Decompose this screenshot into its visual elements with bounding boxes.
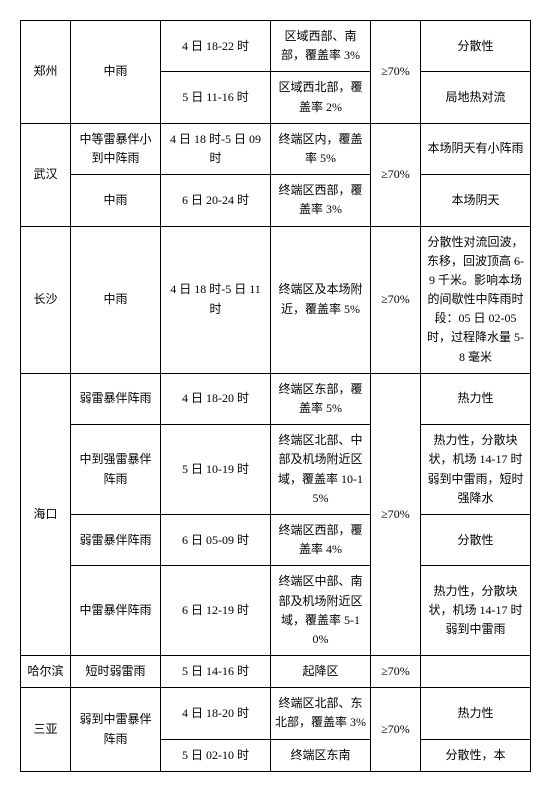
cell-c6: 热力性，分散块状，机场 14-17 时弱到中雷雨，短时强降水 (421, 425, 531, 515)
cell-c3: 4 日 18-20 时 (161, 373, 271, 424)
cell-c2: 中到强雷暴伴阵雨 (71, 425, 161, 515)
cell-c4: 区域西部、南部，覆盖率 3% (271, 21, 371, 72)
table-row: 武汉中等雷暴伴小到中阵雨4 日 18 时-5 日 09 时终端区内，覆盖率 5%… (21, 123, 531, 174)
cell-c5: ≥70% (371, 123, 421, 226)
cell-c5: ≥70% (371, 226, 421, 373)
cell-c6: 热力性 (421, 373, 531, 424)
cell-c4: 终端区内，覆盖率 5% (271, 123, 371, 174)
cell-c6: 局地热对流 (421, 72, 531, 123)
cell-c5: ≥70% (371, 21, 421, 124)
cell-c1: 长沙 (21, 226, 71, 373)
cell-c6: 分散性，本 (421, 739, 531, 771)
cell-c4: 终端区西部，覆盖率 4% (271, 514, 371, 565)
cell-c6: 热力性，分散块状，机场 14-17 时弱到中雷雨 (421, 566, 531, 656)
cell-c4: 终端区中部、南部及机场附近区域，覆盖率 5-10% (271, 566, 371, 656)
table-row: 郑州中雨4 日 18-22 时区域西部、南部，覆盖率 3%≥70%分散性 (21, 21, 531, 72)
cell-c2: 中雨 (71, 226, 161, 373)
table-row: 长沙中雨4 日 18 时-5 日 11 时终端区及本场附近，覆盖率 5%≥70%… (21, 226, 531, 373)
cell-c6 (421, 656, 531, 688)
cell-c4: 终端区北部、东北部，覆盖率 3% (271, 688, 371, 739)
cell-c6: 本场阴天 (421, 175, 531, 226)
table-row: 海口弱雷暴伴阵雨4 日 18-20 时终端区东部，覆盖率 5%≥70%热力性 (21, 373, 531, 424)
table-row: 哈尔滨短时弱雷雨5 日 14-16 时起降区≥70% (21, 656, 531, 688)
cell-c5: ≥70% (371, 656, 421, 688)
cell-c3: 5 日 11-16 时 (161, 72, 271, 123)
cell-c2: 弱到中雷暴伴阵雨 (71, 688, 161, 772)
cell-c3: 5 日 14-16 时 (161, 656, 271, 688)
cell-c1: 三亚 (21, 688, 71, 772)
cell-c3: 4 日 18 时-5 日 09 时 (161, 123, 271, 174)
cell-c3: 4 日 18-20 时 (161, 688, 271, 739)
cell-c3: 6 日 12-19 时 (161, 566, 271, 656)
cell-c3: 6 日 05-09 时 (161, 514, 271, 565)
cell-c2: 弱雷暴伴阵雨 (71, 373, 161, 424)
cell-c6: 分散性对流回波，东移，回波顶高 6-9 千米。影响本场的间歇性中阵雨时段：05 … (421, 226, 531, 373)
cell-c6: 分散性 (421, 514, 531, 565)
cell-c3: 5 日 02-10 时 (161, 739, 271, 771)
table-row: 弱雷暴伴阵雨6 日 05-09 时终端区西部，覆盖率 4% 分散性 (21, 514, 531, 565)
cell-c4: 终端区东南 (271, 739, 371, 771)
cell-c4: 终端区及本场附近，覆盖率 5% (271, 226, 371, 373)
cell-c6: 分散性 (421, 21, 531, 72)
cell-c5: ≥70% (371, 373, 421, 655)
cell-c6: 本场阴天有小阵雨 (421, 123, 531, 174)
cell-c4: 终端区北部、中部及机场附近区域，覆盖率 10-15% (271, 425, 371, 515)
cell-c3: 4 日 18 时-5 日 11 时 (161, 226, 271, 373)
cell-c2: 中雷暴伴阵雨 (71, 566, 161, 656)
cell-c4: 起降区 (271, 656, 371, 688)
cell-c2: 中等雷暴伴小到中阵雨 (71, 123, 161, 174)
cell-c1: 哈尔滨 (21, 656, 71, 688)
cell-c6: 热力性 (421, 688, 531, 739)
cell-c1: 郑州 (21, 21, 71, 124)
table-row: 中到强雷暴伴阵雨5 日 10-19 时终端区北部、中部及机场附近区域，覆盖率 1… (21, 425, 531, 515)
weather-forecast-table: 郑州中雨4 日 18-22 时区域西部、南部，覆盖率 3%≥70%分散性5 日 … (20, 20, 531, 772)
cell-c4: 终端区东部，覆盖率 5% (271, 373, 371, 424)
cell-c3: 4 日 18-22 时 (161, 21, 271, 72)
table-row: 中雨6 日 20-24 时终端区西部，覆盖率 3% 本场阴天 (21, 175, 531, 226)
cell-c2: 中雨 (71, 175, 161, 226)
cell-c3: 6 日 20-24 时 (161, 175, 271, 226)
cell-c2: 弱雷暴伴阵雨 (71, 514, 161, 565)
cell-c4: 终端区西部，覆盖率 3% (271, 175, 371, 226)
cell-c2: 中雨 (71, 21, 161, 124)
cell-c3: 5 日 10-19 时 (161, 425, 271, 515)
table-row: 中雷暴伴阵雨6 日 12-19 时终端区中部、南部及机场附近区域，覆盖率 5-1… (21, 566, 531, 656)
cell-c1: 海口 (21, 373, 71, 655)
table-row: 三亚弱到中雷暴伴阵雨4 日 18-20 时终端区北部、东北部，覆盖率 3%≥70… (21, 688, 531, 739)
cell-c5: ≥70% (371, 688, 421, 772)
cell-c2: 短时弱雷雨 (71, 656, 161, 688)
cell-c4: 区域西北部，覆盖率 2% (271, 72, 371, 123)
cell-c1: 武汉 (21, 123, 71, 226)
